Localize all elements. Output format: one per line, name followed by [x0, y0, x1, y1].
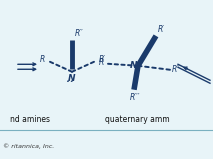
Text: quaternary amm: quaternary amm: [105, 115, 170, 124]
Text: nd amines: nd amines: [10, 115, 50, 124]
Text: ••: ••: [66, 79, 74, 84]
Text: N: N: [130, 61, 137, 70]
Text: R′: R′: [158, 25, 165, 34]
Text: N: N: [68, 74, 76, 83]
Text: R′′: R′′: [75, 29, 84, 38]
Text: © ritannica, Inc.: © ritannica, Inc.: [3, 143, 54, 149]
Text: R′′: R′′: [172, 65, 181, 74]
Text: R: R: [99, 58, 104, 67]
Text: R′′′: R′′′: [130, 93, 140, 102]
Text: R′: R′: [99, 55, 106, 64]
Text: R: R: [40, 55, 45, 64]
